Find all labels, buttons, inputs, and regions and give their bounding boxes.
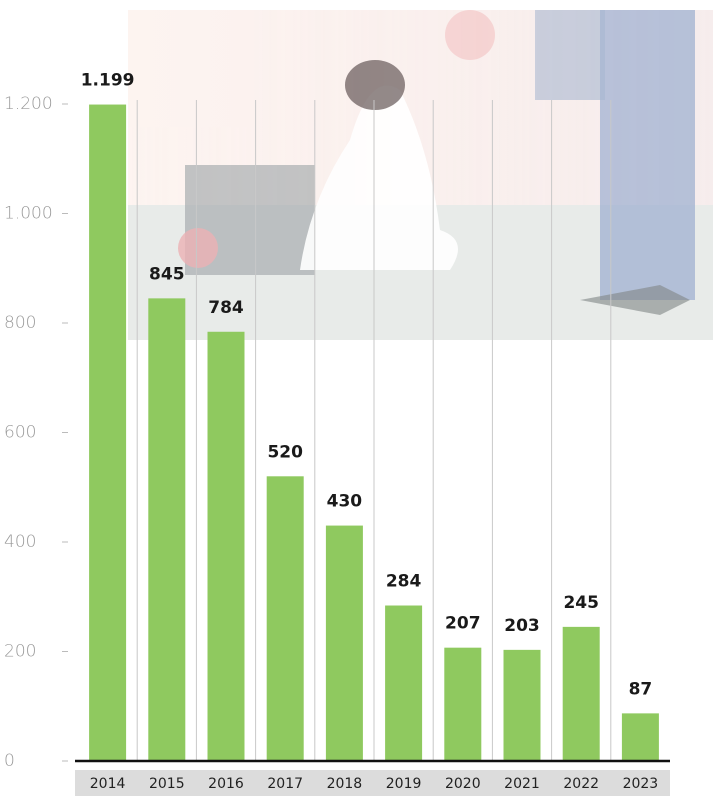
x-tick-label: 2016	[208, 776, 244, 792]
bar	[444, 647, 482, 761]
bar	[266, 476, 304, 761]
background-illustration	[128, 10, 713, 340]
data-label: 845	[149, 264, 185, 284]
data-label: 87	[629, 679, 653, 699]
x-tick-label: 2021	[504, 776, 540, 792]
data-label: 520	[267, 442, 303, 462]
bar	[148, 298, 186, 761]
bar	[207, 331, 245, 761]
x-tick-label: 2014	[90, 776, 126, 792]
y-tick-label: 400	[4, 532, 36, 552]
data-label: 284	[386, 572, 422, 592]
x-tick-label: 2017	[267, 776, 303, 792]
data-label: 203	[504, 616, 540, 636]
x-tick-label: 2019	[386, 776, 422, 792]
x-axis-band	[75, 770, 670, 796]
y-tick-label: 200	[4, 642, 36, 662]
x-tick-label: 2023	[623, 776, 659, 792]
bar	[385, 605, 423, 761]
x-tick-label: 2020	[445, 776, 481, 792]
x-tick-label: 2022	[563, 776, 599, 792]
data-label: 245	[563, 593, 599, 613]
y-tick-label: 600	[4, 423, 36, 443]
bar	[89, 104, 127, 762]
data-label: 207	[445, 614, 481, 634]
bar	[621, 713, 659, 761]
bar	[503, 649, 541, 761]
x-tick-label: 2018	[327, 776, 363, 792]
y-tick-label: 1.000	[4, 204, 53, 224]
data-label: 784	[208, 298, 244, 318]
y-tick-label: 1.200	[4, 94, 53, 114]
data-label: 1.199	[81, 71, 135, 91]
data-label: 430	[327, 492, 363, 512]
bar	[562, 626, 600, 761]
x-tick-label: 2015	[149, 776, 185, 792]
y-tick-label: 800	[4, 313, 36, 333]
y-tick-label: 0	[4, 751, 15, 771]
bar	[325, 525, 363, 761]
